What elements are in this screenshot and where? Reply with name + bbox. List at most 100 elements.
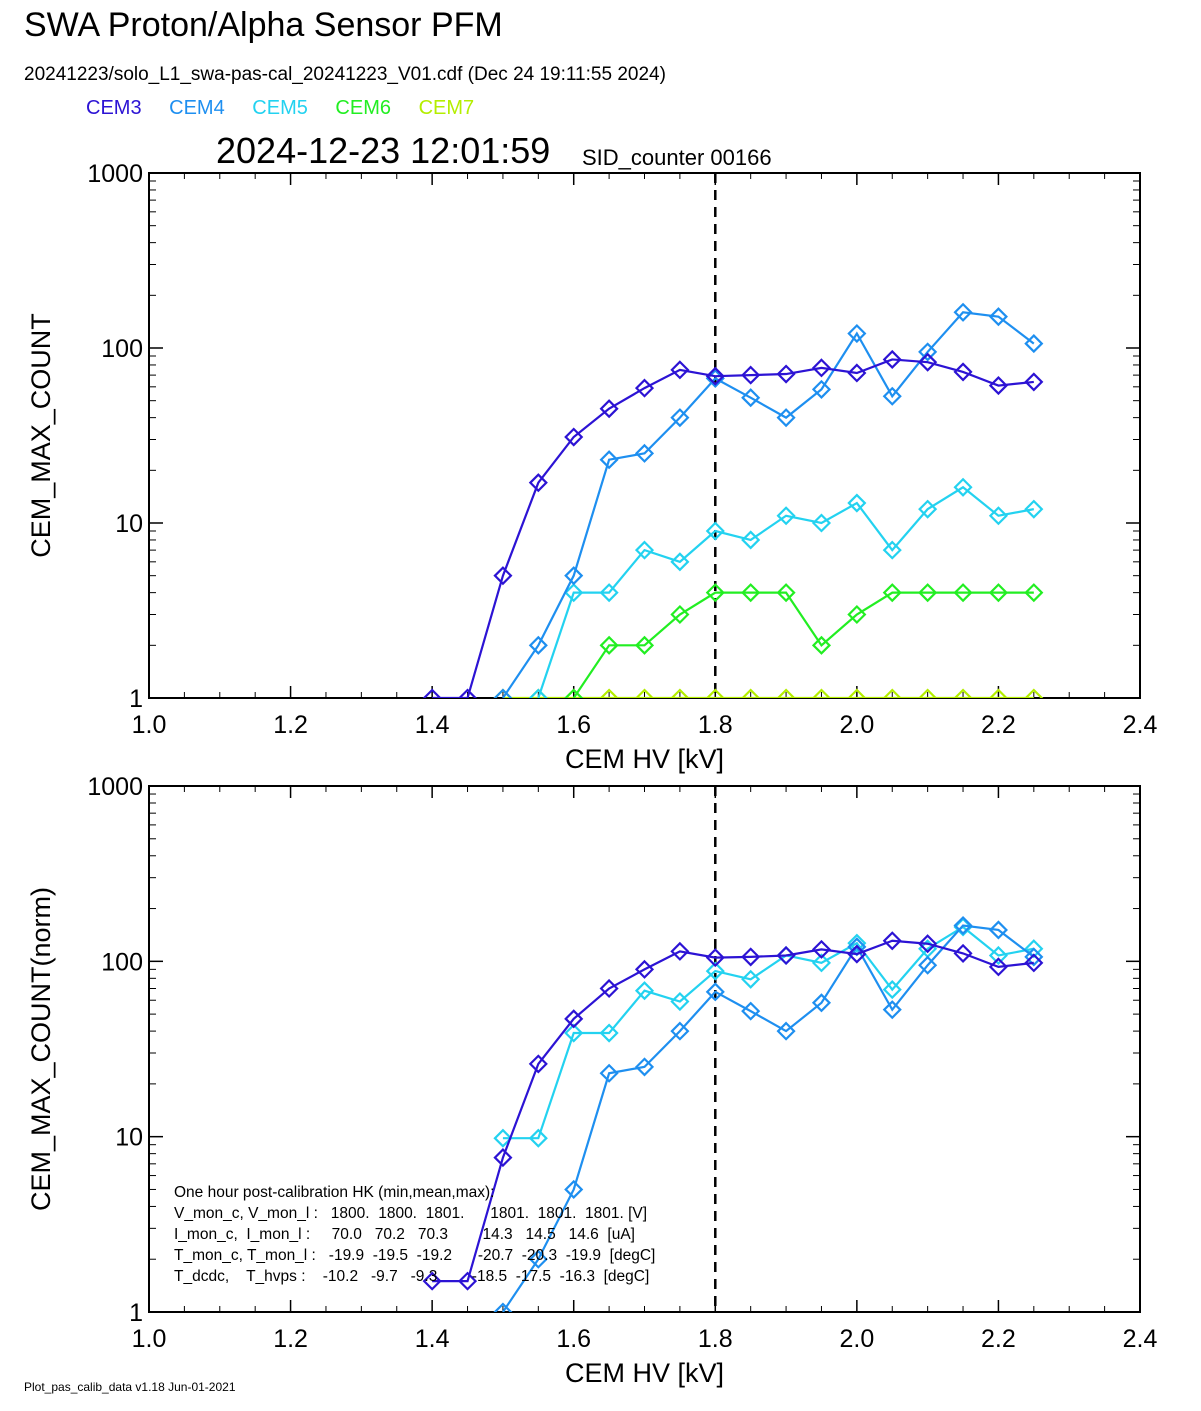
data-point-cem3: [670, 360, 690, 380]
data-point-cem3: [811, 939, 832, 959]
legend-cem3: CEM3: [86, 97, 142, 119]
y-axis-label: CEM_MAX_COUNT: [26, 313, 56, 558]
y-tick-label: 10: [115, 1124, 143, 1152]
data-point-cem7: [670, 688, 690, 698]
data-point-cem6: [599, 635, 619, 655]
data-point-cem3: [1024, 953, 1044, 973]
data-point-cem3: [493, 1148, 513, 1168]
data-point-cem4: [988, 920, 1008, 940]
y-tick-label: 100: [101, 335, 143, 363]
x-tick-label: 1.8: [698, 711, 733, 739]
legend: CEM3 CEM4 CEM5 CEM6 CEM7: [86, 97, 496, 120]
data-point-cem7: [811, 688, 832, 698]
data-point-cem3: [634, 378, 655, 398]
data-point-cem3: [918, 934, 938, 954]
data-point-cem5: [882, 540, 902, 560]
data-point-cem4: [776, 408, 796, 428]
data-point-cem5: [811, 513, 832, 533]
x-tick-label: 1.6: [556, 1325, 591, 1353]
x-axis-label: CEM HV [kV]: [565, 1358, 724, 1388]
data-point-cem5: [811, 953, 832, 973]
x-tick-label: 2.2: [981, 1325, 1016, 1353]
legend-cem6: CEM6: [335, 97, 391, 119]
data-point-cem4: [528, 635, 548, 655]
data-point-cem5: [882, 980, 902, 1000]
data-point-cem5: [670, 552, 690, 572]
legend-cem5: CEM5: [252, 97, 308, 119]
y-tick-label: 1000: [87, 160, 143, 188]
data-point-cem5: [599, 1023, 619, 1043]
series-line-cem4: [502, 924, 1035, 1312]
data-point-cem3: [847, 363, 867, 383]
y-tick-label: 1000: [87, 773, 143, 801]
data-point-cem3: [953, 943, 973, 963]
data-point-cem6: [988, 583, 1008, 603]
x-tick-label: 2.2: [981, 711, 1016, 739]
data-point-cem5: [1024, 499, 1044, 519]
data-point-cem4: [811, 993, 832, 1013]
data-point-cem7: [988, 688, 1008, 698]
data-point-cem5: [599, 583, 619, 603]
data-point-cem4: [493, 688, 513, 698]
data-point-cem4: [918, 342, 938, 362]
data-point-cem5: [988, 506, 1008, 526]
data-point-cem5: [528, 688, 548, 698]
data-point-cem4: [811, 379, 832, 399]
data-point-cem3: [776, 945, 796, 966]
data-point-cem4: [953, 915, 973, 936]
data-point-cem3: [599, 399, 619, 419]
data-point-cem4: [564, 566, 584, 586]
data-point-cem5: [528, 1128, 548, 1148]
data-point-cem3: [953, 362, 973, 382]
x-axis-label: CEM HV [kV]: [565, 744, 724, 774]
series-line-cem4: [502, 311, 1035, 698]
data-point-cem4: [988, 307, 1008, 327]
data-point-cem4: [599, 450, 619, 470]
data-point-cem5: [634, 981, 655, 1001]
data-point-cem4: [741, 388, 761, 408]
data-point-cem5: [953, 477, 973, 497]
data-point-cem3: [882, 349, 902, 370]
series-line-cem5: [502, 925, 1035, 1140]
data-point-cem3: [599, 978, 619, 999]
data-point-cem3: [564, 427, 584, 447]
data-point-cem7: [918, 688, 938, 698]
data-point-cem6: [811, 635, 832, 655]
data-point-cem5: [634, 540, 655, 560]
data-point-cem6: [741, 583, 761, 603]
data-point-cem3: [493, 566, 513, 586]
data-point-cem5: [564, 583, 584, 603]
data-point-cem5: [741, 969, 761, 989]
data-point-cem4: [1024, 947, 1044, 967]
data-point-cem7: [741, 688, 761, 698]
data-point-cem5: [847, 493, 867, 513]
data-point-cem4: [882, 1000, 902, 1020]
legend-cem4: CEM4: [169, 97, 225, 119]
data-point-cem4: [493, 1302, 513, 1312]
data-point-cem3: [457, 1271, 478, 1291]
data-point-cem6: [882, 583, 902, 603]
data-point-cem3: [776, 364, 796, 384]
data-point-cem7: [776, 688, 796, 698]
x-tick-label: 2.0: [839, 711, 874, 739]
page-title: SWA Proton/Alpha Sensor PFM: [24, 6, 503, 44]
data-point-cem4: [670, 408, 690, 428]
x-tick-label: 1.0: [132, 1325, 167, 1353]
data-point-cem4: [528, 1249, 548, 1269]
data-point-cem7: [847, 688, 867, 698]
series-line-cem5: [537, 485, 1035, 698]
data-point-cem3: [457, 688, 478, 698]
y-axis-label: CEM_MAX_COUNT(norm): [26, 887, 56, 1211]
data-point-cem4: [847, 323, 867, 344]
data-point-cem3: [741, 365, 761, 385]
hk-annotation-line: T_mon_c, T_mon_l : -19.9 -19.5 -19.2 -20…: [174, 1247, 655, 1264]
data-point-cem4: [741, 1001, 761, 1021]
data-point-cem3: [528, 1054, 548, 1074]
data-point-cem3: [918, 352, 938, 372]
data-point-cem5: [705, 521, 725, 541]
data-point-cem5: [741, 530, 761, 550]
data-point-cem3: [741, 947, 761, 967]
data-point-cem7: [1024, 688, 1044, 698]
